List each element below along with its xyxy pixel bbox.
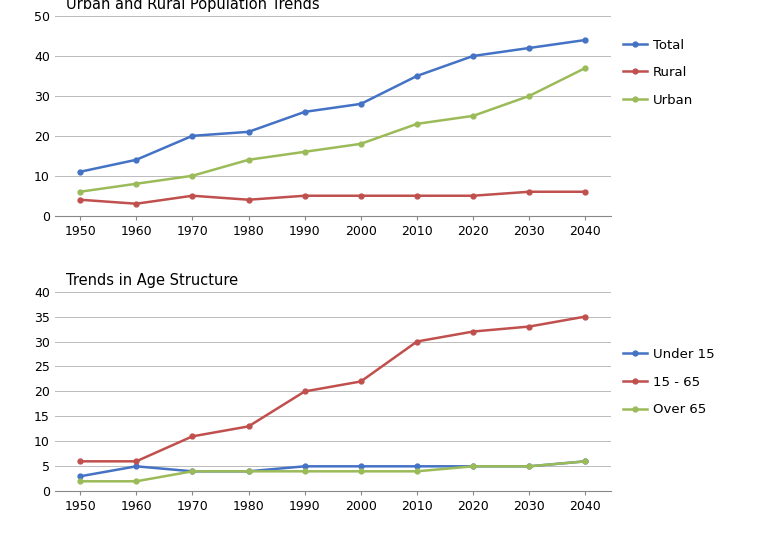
Total bbox=[468, 53, 478, 59]
Line: Total: Total bbox=[78, 37, 588, 174]
Over 65 bbox=[132, 478, 141, 484]
Rural bbox=[468, 193, 478, 199]
Under 15 bbox=[468, 463, 478, 469]
Rural bbox=[525, 189, 534, 195]
Under 15 bbox=[525, 463, 534, 469]
Total bbox=[356, 101, 366, 107]
Total bbox=[300, 108, 309, 115]
Total bbox=[244, 129, 253, 135]
15 - 65 bbox=[413, 339, 422, 345]
15 - 65 bbox=[188, 433, 197, 439]
Over 65 bbox=[356, 468, 366, 475]
Urban bbox=[244, 156, 253, 163]
Legend: Under 15, 15 - 65, Over 65: Under 15, 15 - 65, Over 65 bbox=[623, 348, 715, 416]
Under 15 bbox=[188, 468, 197, 475]
Under 15 bbox=[75, 473, 85, 480]
15 - 65 bbox=[132, 458, 141, 465]
Under 15 bbox=[300, 463, 309, 469]
Legend: Total, Rural, Urban: Total, Rural, Urban bbox=[623, 38, 694, 107]
Rural bbox=[244, 197, 253, 203]
Over 65 bbox=[581, 458, 590, 465]
Total bbox=[75, 169, 85, 175]
Line: 15 - 65: 15 - 65 bbox=[78, 314, 588, 464]
Rural bbox=[75, 197, 85, 203]
15 - 65 bbox=[300, 388, 309, 395]
Over 65 bbox=[188, 468, 197, 475]
Rural bbox=[413, 193, 422, 199]
Rural bbox=[132, 201, 141, 207]
Under 15 bbox=[244, 468, 253, 475]
Urban bbox=[581, 65, 590, 71]
15 - 65 bbox=[356, 378, 366, 384]
Urban bbox=[188, 172, 197, 179]
Text: Urban and Rural Population Trends: Urban and Rural Population Trends bbox=[66, 0, 319, 12]
Total bbox=[188, 132, 197, 139]
Over 65 bbox=[525, 463, 534, 469]
15 - 65 bbox=[525, 323, 534, 329]
Line: Under 15: Under 15 bbox=[78, 459, 588, 479]
Text: Trends in Age Structure: Trends in Age Structure bbox=[66, 273, 238, 288]
15 - 65 bbox=[244, 423, 253, 429]
Rural bbox=[356, 193, 366, 199]
Urban bbox=[468, 113, 478, 119]
Urban bbox=[75, 189, 85, 195]
15 - 65 bbox=[75, 458, 85, 465]
15 - 65 bbox=[468, 328, 478, 335]
Line: Over 65: Over 65 bbox=[78, 459, 588, 484]
Under 15 bbox=[413, 463, 422, 469]
Total bbox=[525, 45, 534, 51]
Urban bbox=[300, 148, 309, 155]
Line: Rural: Rural bbox=[78, 190, 588, 206]
Rural bbox=[188, 193, 197, 199]
Total bbox=[581, 37, 590, 43]
Urban bbox=[525, 93, 534, 99]
Rural bbox=[581, 189, 590, 195]
Over 65 bbox=[413, 468, 422, 475]
Line: Urban: Urban bbox=[78, 66, 588, 194]
Under 15 bbox=[132, 463, 141, 469]
Urban bbox=[413, 121, 422, 127]
Over 65 bbox=[244, 468, 253, 475]
Over 65 bbox=[75, 478, 85, 484]
Rural bbox=[300, 193, 309, 199]
Total bbox=[132, 156, 141, 163]
Urban bbox=[132, 180, 141, 187]
15 - 65 bbox=[581, 313, 590, 320]
Total bbox=[413, 73, 422, 79]
Over 65 bbox=[468, 463, 478, 469]
Under 15 bbox=[581, 458, 590, 465]
Under 15 bbox=[356, 463, 366, 469]
Urban bbox=[356, 140, 366, 147]
Over 65 bbox=[300, 468, 309, 475]
